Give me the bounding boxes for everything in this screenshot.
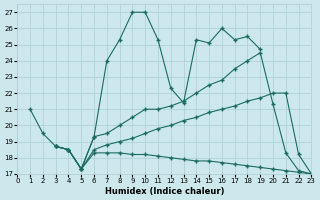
X-axis label: Humidex (Indice chaleur): Humidex (Indice chaleur) xyxy=(105,187,224,196)
